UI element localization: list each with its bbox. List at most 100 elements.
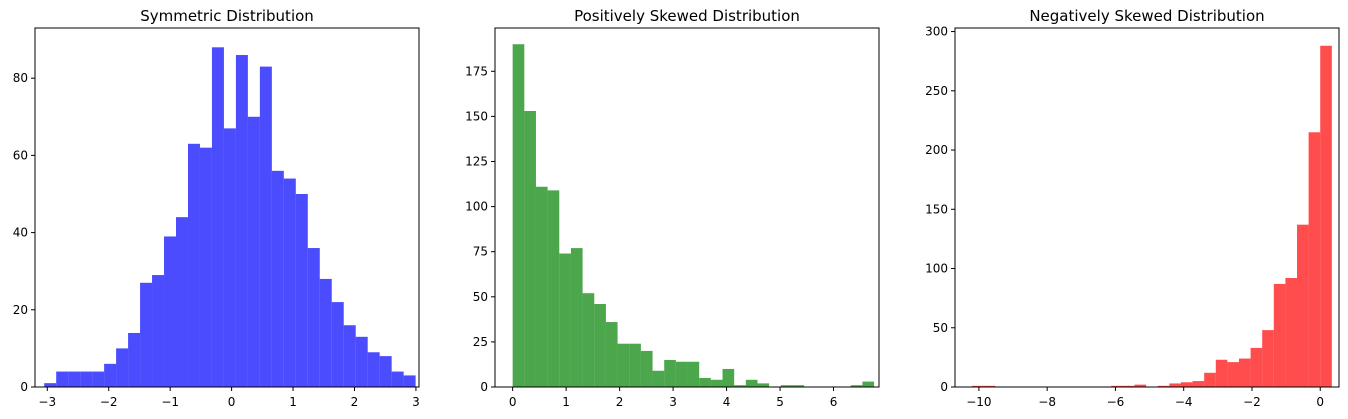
plot-frame xyxy=(954,27,1340,388)
y-tick-label: 300 xyxy=(925,25,948,39)
x-tick-label: 0 xyxy=(228,395,236,409)
y-tick-label: 25 xyxy=(473,335,488,349)
y-tick-label: 0 xyxy=(20,380,28,394)
histogram-bar xyxy=(1250,347,1263,387)
histogram-bar xyxy=(850,385,863,387)
histogram-bar xyxy=(1285,277,1298,387)
histogram-bar xyxy=(1111,385,1123,387)
x-tick-label: 2 xyxy=(616,395,624,409)
histogram-bar xyxy=(792,385,805,387)
histogram-bar xyxy=(582,293,595,387)
histogram-bar xyxy=(367,352,380,387)
histogram-bar xyxy=(319,278,332,387)
histogram-bar xyxy=(972,385,984,387)
histogram-bar xyxy=(259,66,272,388)
histogram-bar xyxy=(675,361,688,387)
plot-frame xyxy=(494,27,880,388)
histogram-bar xyxy=(355,336,368,387)
symmetric-histogram-panel: Symmetric Distribution −3 −2 −1 0 1 2 3 0 20 40 60… xyxy=(13,7,420,409)
histogram-bar xyxy=(199,147,212,387)
histogram-bar xyxy=(1192,381,1205,387)
histogram-bar xyxy=(640,350,653,387)
x-tick-label: 3 xyxy=(669,395,677,409)
histogram-bar xyxy=(211,47,224,387)
chart-title: Symmetric Distribution xyxy=(140,7,314,25)
histogram-bar xyxy=(104,363,117,387)
x-tick-label: 2 xyxy=(351,395,359,409)
y-tick-label: 175 xyxy=(465,64,488,78)
y-tick-label: 80 xyxy=(13,71,28,85)
histogram-bar xyxy=(92,371,105,387)
histogram-bar xyxy=(164,236,177,387)
x-tick-label: 5 xyxy=(776,395,784,409)
histogram-bar xyxy=(223,128,236,387)
histogram-bar xyxy=(1308,132,1321,387)
y-tick-label: 20 xyxy=(13,303,28,317)
histogram-bar xyxy=(403,375,416,387)
histogram-bar xyxy=(1320,45,1332,387)
histogram-bar xyxy=(1134,384,1147,387)
histogram-bar xyxy=(235,55,248,387)
histogram-bar xyxy=(331,302,344,387)
histogram-bar xyxy=(983,385,996,387)
x-tick-label: −8 xyxy=(1038,395,1056,409)
x-tick-label: −2 xyxy=(100,395,118,409)
histogram-bar xyxy=(664,359,676,387)
x-tick-label: 0 xyxy=(509,395,517,409)
histogram-bar xyxy=(757,383,770,387)
histogram-bar xyxy=(1215,359,1228,387)
histogram-bar xyxy=(1227,362,1239,387)
y-tick-label: 0 xyxy=(480,380,488,394)
histogram-bar xyxy=(379,356,392,387)
histogram-bar xyxy=(710,379,723,387)
histogram-bar xyxy=(128,332,141,387)
histogram-bar xyxy=(68,371,81,387)
histogram-bars xyxy=(44,47,416,388)
histogram-bar xyxy=(391,371,404,387)
x-tick-label: 1 xyxy=(289,395,297,409)
histogram-bar xyxy=(187,143,200,387)
histogram-bar xyxy=(1122,385,1135,387)
histogram-bar xyxy=(295,193,308,387)
histogram-bar xyxy=(1297,224,1309,387)
histogram-bar xyxy=(617,343,630,387)
histogram-bar xyxy=(1180,382,1193,387)
histogram-bar xyxy=(283,178,296,387)
x-tick-label: −10 xyxy=(966,395,991,409)
y-tick-label: 40 xyxy=(13,226,28,240)
x-tick-label: −2 xyxy=(1243,395,1261,409)
x-tick-label: −3 xyxy=(38,395,56,409)
histogram-bar xyxy=(652,370,665,387)
y-tick-label: 250 xyxy=(925,84,948,98)
histogram-bar xyxy=(535,186,548,387)
histogram-bar xyxy=(512,44,525,388)
plot-frame xyxy=(34,27,420,388)
y-tick-label: 0 xyxy=(940,380,948,394)
histogram-bar xyxy=(722,368,735,387)
x-tick-label: −4 xyxy=(1175,395,1193,409)
x-tick-label: −6 xyxy=(1107,395,1125,409)
histogram-bar xyxy=(559,253,571,387)
y-tick-label: 150 xyxy=(465,109,488,123)
histogram-bar xyxy=(1157,385,1170,387)
histogram-bars xyxy=(512,44,875,388)
x-tick-label: 6 xyxy=(830,395,838,409)
histogram-bar xyxy=(547,190,560,387)
y-tick-label: 200 xyxy=(925,143,948,157)
histogram-bar xyxy=(56,371,69,387)
histogram-bar xyxy=(343,325,356,387)
y-tick-label: 50 xyxy=(933,321,948,335)
x-tick-label: 4 xyxy=(723,395,731,409)
histogram-bar xyxy=(44,383,57,387)
histogram-bar xyxy=(594,304,606,387)
histogram-bar xyxy=(780,385,793,387)
histogram-bar xyxy=(152,275,165,387)
chart-title: Positively Skewed Distribution xyxy=(574,7,800,25)
x-tick-label: 1 xyxy=(562,395,570,409)
chart-title: Negatively Skewed Distribution xyxy=(1029,7,1264,25)
histogram-bar xyxy=(1238,358,1251,387)
histogram-bar xyxy=(629,343,641,387)
histogram-bar xyxy=(1273,283,1286,387)
negatively-skewed-histogram-panel: Negatively Skewed Distribution −10 −8 −6 −4… xyxy=(925,7,1340,409)
